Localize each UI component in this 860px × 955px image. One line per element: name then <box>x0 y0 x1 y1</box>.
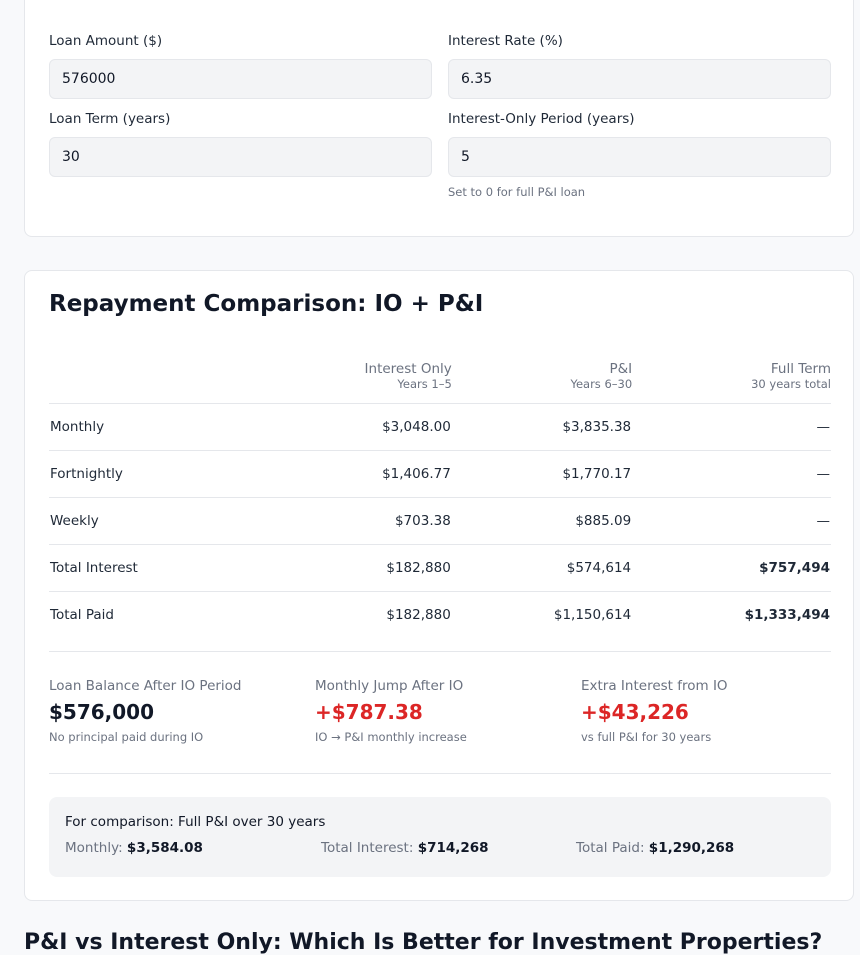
cell: $703.38 <box>253 497 452 545</box>
inputs-card: Loan Amount ($) Interest Rate (%) Loan Ter… <box>24 0 854 237</box>
cell: — <box>632 450 831 498</box>
stat: Monthly Jump After IO +$787.38 IO → P&I mo… <box>315 652 581 773</box>
cell: $757,494 <box>632 544 831 592</box>
stat-label: Extra Interest from IO <box>581 678 728 694</box>
item-label: Total Paid: <box>576 840 645 856</box>
cell: — <box>632 497 831 545</box>
item-label: Total Interest: <box>321 840 414 856</box>
cell: $182,880 <box>253 591 452 638</box>
stat-label: Loan Balance After IO Period <box>49 678 242 694</box>
table-row: Monthly $3,048.00 $3,835.38— <box>49 403 831 451</box>
item-value: $3,584.08 <box>126 840 203 856</box>
column-header: Full Term 30 years total <box>632 355 831 404</box>
field-input[interactable] <box>448 137 831 177</box>
field: Loan Amount ($) <box>49 33 432 99</box>
full-pi-item: Total Interest: $714,268 <box>321 840 576 856</box>
comparison-title: Repayment Comparison: IO + P&I <box>49 291 484 317</box>
stat-value: +$43,226 <box>581 700 689 724</box>
field-input[interactable] <box>49 137 432 177</box>
column-subtitle: 30 years total <box>751 377 831 391</box>
field: Interest Rate (%) <box>448 33 831 99</box>
comparison-table: Interest Only Years 1–5 P&I Years 6–30 Full … <box>49 355 831 638</box>
full-pi-items: Monthly: $3,584.08 Total Interest: $714,2… <box>65 840 815 856</box>
input-fields: Loan Amount ($) Interest Rate (%) Loan Ter… <box>49 33 832 199</box>
item-value: $714,268 <box>417 840 489 856</box>
row-label: Fortnightly <box>49 450 254 498</box>
cell: — <box>632 403 831 451</box>
cell: $1,770.17 <box>451 450 633 498</box>
item-label: Monthly: <box>65 840 123 856</box>
cell: $3,835.38 <box>451 403 633 451</box>
section-heading: P&I vs Interest Only: Which Is Better fo… <box>24 930 823 955</box>
table-row: Total Interest $182,880 $574,614 $757,494 <box>49 544 831 592</box>
column-title: Interest Only <box>364 361 452 377</box>
cell: $1,406.77 <box>253 450 452 498</box>
cell: $885.09 <box>451 497 633 545</box>
field-label: Interest-Only Period (years) <box>448 111 635 127</box>
full-pi-box: For comparison: Full P&I over 30 years M… <box>49 797 831 877</box>
stat-value: +$787.38 <box>315 700 423 724</box>
stats: Loan Balance After IO Period $576,000 No p… <box>49 651 831 774</box>
stat-label: Monthly Jump After IO <box>315 678 464 694</box>
row-label: Weekly <box>49 497 254 545</box>
cell: $1,150,614 <box>451 591 633 638</box>
stat: Extra Interest from IO +$43,226 vs full P&… <box>581 652 831 773</box>
full-pi-title: For comparison: Full P&I over 30 years <box>65 814 326 830</box>
table-row: Total Paid $182,880 $1,150,614 $1,333,494 <box>49 591 831 638</box>
column-header: Interest Only Years 1–5 <box>253 355 452 404</box>
stat-value: $576,000 <box>49 700 155 724</box>
row-label: Total Interest <box>49 544 254 592</box>
row-label: Total Paid <box>49 591 254 638</box>
column-title: Full Term <box>770 361 831 377</box>
item-value: $1,290,268 <box>648 840 735 856</box>
stat-note: No principal paid during IO <box>49 730 204 744</box>
cell: $182,880 <box>253 544 452 592</box>
row-label: Monthly <box>49 403 254 451</box>
field: Interest-Only Period (years) Set to 0 for… <box>448 111 831 199</box>
column-title: P&I <box>609 361 633 377</box>
column-subtitle: Years 6–30 <box>570 377 633 391</box>
field-hint: Set to 0 for full P&I loan <box>448 185 586 199</box>
full-pi-item: Total Paid: $1,290,268 <box>576 840 831 856</box>
column-subtitle: Years 1–5 <box>397 377 452 391</box>
field-label: Loan Term (years) <box>49 111 171 127</box>
field: Loan Term (years) <box>49 111 432 199</box>
table-row: Weekly $703.38 $885.09— <box>49 497 831 545</box>
header-blank <box>49 355 253 404</box>
cell: $3,048.00 <box>253 403 452 451</box>
comparison-card: Repayment Comparison: IO + P&I Interest … <box>24 270 854 901</box>
field-input[interactable] <box>49 59 432 99</box>
cell: $1,333,494 <box>632 591 831 638</box>
cell: $574,614 <box>451 544 633 592</box>
field-label: Interest Rate (%) <box>448 33 563 49</box>
table-row: Fortnightly $1,406.77 $1,770.17— <box>49 450 831 498</box>
stat-note: vs full P&I for 30 years <box>581 730 712 744</box>
stat: Loan Balance After IO Period $576,000 No p… <box>49 652 315 773</box>
stat-note: IO → P&I monthly increase <box>315 730 467 744</box>
column-header: P&I Years 6–30 <box>452 355 632 404</box>
full-pi-item: Monthly: $3,584.08 <box>65 840 321 856</box>
field-input[interactable] <box>448 59 831 99</box>
field-label: Loan Amount ($) <box>49 33 163 49</box>
